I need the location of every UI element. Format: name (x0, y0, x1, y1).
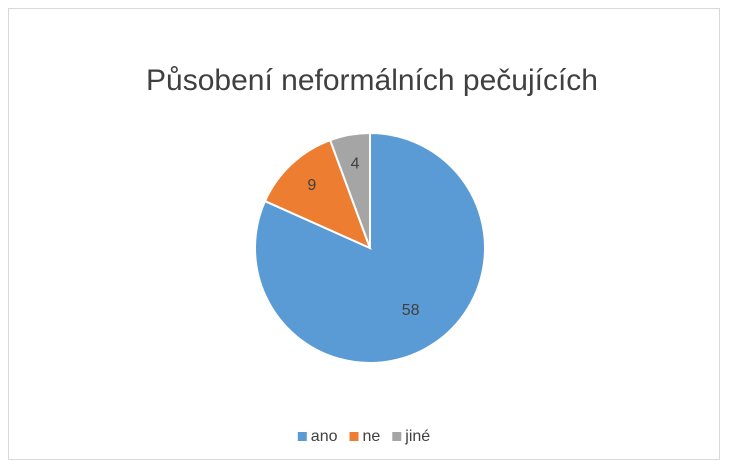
data-label: 4 (351, 155, 360, 172)
legend-swatch (349, 432, 359, 441)
pie-slice (263, 138, 372, 250)
data-label: 58 (402, 302, 420, 319)
chart-title: Působení neformálních pečujících (146, 64, 598, 97)
legend-label: ne (363, 428, 381, 445)
legend-label: jiné (404, 428, 430, 445)
legend-swatch (392, 432, 402, 441)
data-label: 9 (307, 177, 316, 194)
pie-slice (328, 131, 371, 249)
legend-label: ano (311, 428, 338, 445)
legend-swatch (297, 432, 307, 441)
